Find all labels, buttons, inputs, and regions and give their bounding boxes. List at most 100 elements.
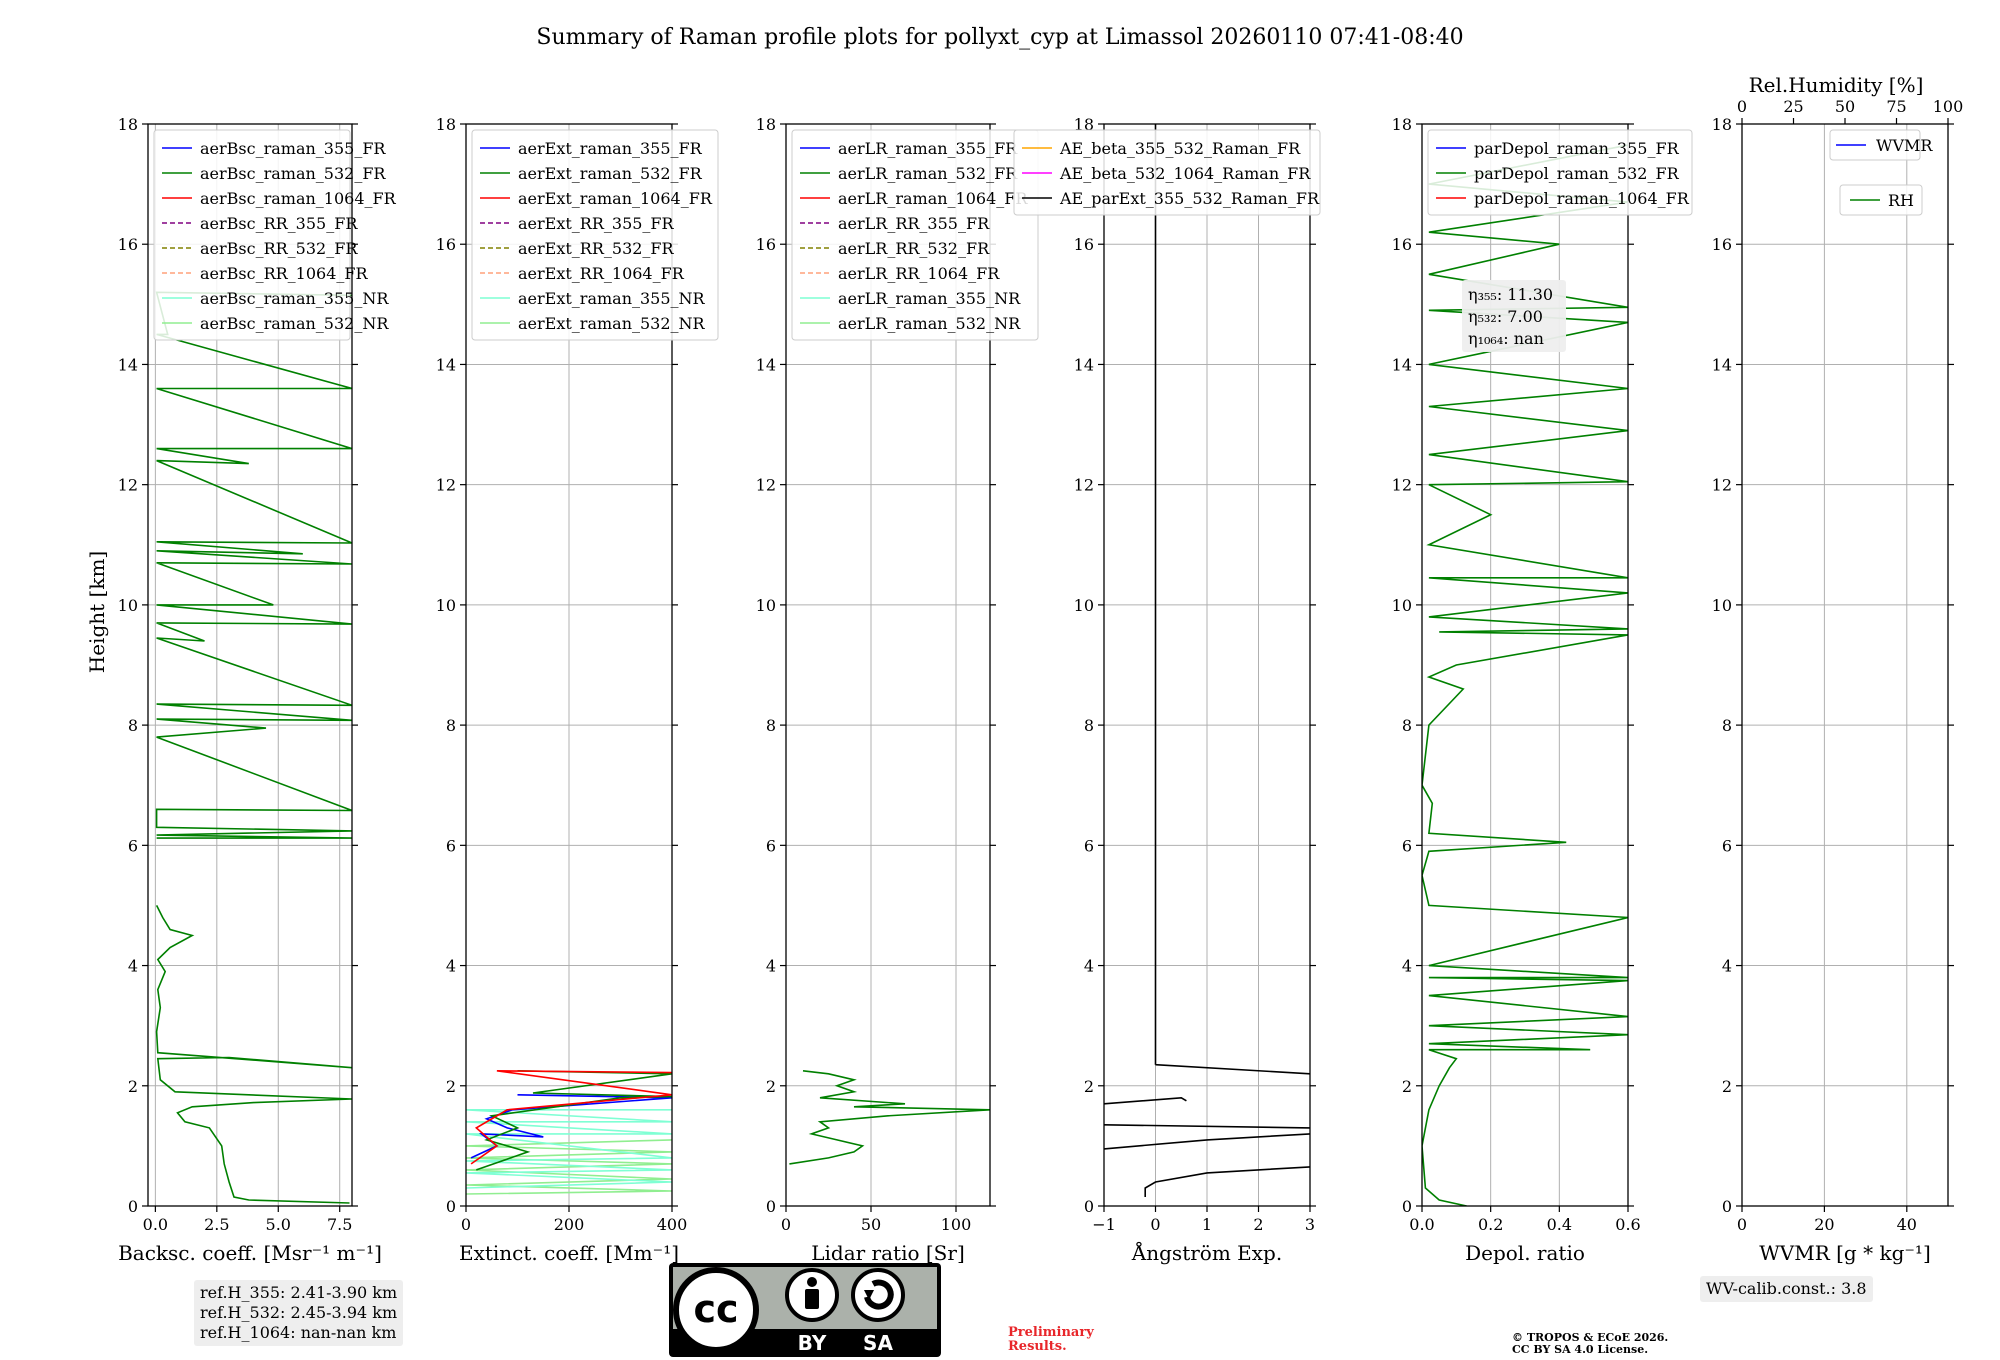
y-tick-label: 14 <box>118 355 138 374</box>
y-tick-label: 10 <box>118 596 138 615</box>
y-tick-label: 0 <box>1722 1197 1732 1216</box>
y-tick-label: 12 <box>1392 476 1412 495</box>
y-tick-label: 16 <box>1712 235 1732 254</box>
copyright-line-2: CC BY SA 4.0 License. <box>1512 1343 1649 1356</box>
legend-box: RH <box>1839 184 1923 216</box>
y-tick-label: 16 <box>1074 235 1094 254</box>
x-tick-label: 0 <box>1150 1215 1160 1234</box>
ref-h-1064: ref.H_1064: nan-nan km <box>200 1323 397 1342</box>
x-tick-label: 7.5 <box>327 1215 352 1234</box>
y-tick-label: 4 <box>128 957 138 976</box>
series-line-parDepol_raman_532_FR <box>1422 144 1628 1206</box>
x-axis-label: Ångström Exp. <box>1131 1240 1282 1265</box>
x-tick-label: 0.0 <box>1409 1215 1434 1234</box>
legend-label: aerExt_raman_532_FR <box>518 164 703 183</box>
axes-frame <box>1421 123 1629 1207</box>
legend-label: aerLR_RR_1064_FR <box>838 264 1000 283</box>
x-axis-label: Backsc. coeff. [Msr⁻¹ m⁻¹] <box>118 1241 382 1265</box>
x-tick-label: 2.5 <box>204 1215 229 1234</box>
y-tick-label: 10 <box>1074 596 1094 615</box>
series-line-aerExt_raman_532_FR <box>476 1070 672 1171</box>
axes-frame <box>1741 123 1949 1207</box>
legend-label: aerLR_raman_1064_FR <box>838 189 1028 208</box>
y-tick-label: 18 <box>1074 115 1094 134</box>
x-tick-label: 40 <box>1897 1215 1917 1234</box>
legend-label: aerExt_RR_532_FR <box>518 239 675 258</box>
panel-backscatter: 0 2 4 6 8 10 12 14 16 18 0.0 2.5 5.0 7.5 Backsc. coeff… <box>118 115 397 1265</box>
y-tick-label: 12 <box>1712 476 1732 495</box>
wv-calib-text: WV-calib.const.: 3.8 <box>1706 1279 1867 1298</box>
series-line-aerBsc_raman_532_FR_spikes <box>155 291 352 839</box>
y-tick-label: 4 <box>1722 957 1732 976</box>
figure-title: Summary of Raman profile plots for polly… <box>536 25 1463 50</box>
legend-box: parDepol_raman_355_FR parDepol_raman_532_… <box>1427 129 1693 216</box>
y-tick-label: 6 <box>446 836 456 855</box>
legend-label: aerExt_RR_1064_FR <box>518 264 685 283</box>
eta-line: η₅₃₂: 7.00 <box>1468 307 1543 326</box>
legend-label: aerBsc_raman_532_FR <box>200 164 386 183</box>
y-tick-label: 4 <box>1402 957 1412 976</box>
y-tick-label: 14 <box>1712 355 1732 374</box>
legend-label: aerBsc_RR_355_FR <box>200 214 358 233</box>
y-tick-label: 8 <box>128 716 138 735</box>
y-tick-label: 0 <box>766 1197 776 1216</box>
legend-label: AE_beta_532_1064_Raman_FR <box>1059 164 1311 183</box>
series-line-AE_parExt_355_532_Raman_FR <box>1104 124 1310 1197</box>
series-line-aerExt_raman_532_NR <box>466 1139 672 1195</box>
legend-label: parDepol_raman_532_FR <box>1474 164 1680 183</box>
panel-depolarization: 0 2 4 6 8 10 12 14 16 18 0.0 0.2 0.4 0.6 Depol. ratio p… <box>1392 115 1693 1265</box>
y-tick-label: 2 <box>1402 1077 1412 1096</box>
legend-label: aerExt_raman_532_NR <box>518 314 706 333</box>
y-tick-label: 16 <box>756 235 776 254</box>
x-tick-label: −1 <box>1092 1215 1116 1234</box>
y-tick-label: 16 <box>1392 235 1412 254</box>
copyright-line-1: © TROPOS & ECoE 2026. <box>1512 1331 1669 1344</box>
eta-line: η₁₀₆₄: nan <box>1468 329 1544 348</box>
by-label: BY <box>798 1331 827 1355</box>
eta-annotation: η₃₅₅: 11.30 η₅₃₂: 7.00 η₁₀₆₄: nan <box>1462 280 1566 352</box>
legend-box: aerBsc_raman_355_FR aerBsc_raman_532_FRae… <box>153 129 397 341</box>
x-tick-label: 0.2 <box>1478 1215 1503 1234</box>
y-tick-label: 6 <box>128 836 138 855</box>
x2-tick-label: 25 <box>1783 97 1803 116</box>
legend-label: aerExt_raman_355_FR <box>518 139 703 158</box>
legend-label: aerLR_RR_355_FR <box>838 214 990 233</box>
eta-line: η₃₅₅: 11.30 <box>1468 285 1553 304</box>
x-axis-label: Depol. ratio <box>1465 1241 1585 1265</box>
x-axis-label: Lidar ratio [Sr] <box>811 1241 965 1265</box>
y-tick-label: 4 <box>1084 957 1094 976</box>
series-line-aerLR_raman_532_FR <box>789 1070 990 1165</box>
y-tick-label: 16 <box>118 235 138 254</box>
y-tick-label: 10 <box>756 596 776 615</box>
series-line-aerExt_raman_355_NR <box>466 1109 672 1189</box>
y-tick-label: 8 <box>1722 716 1732 735</box>
legend-label: parDepol_raman_1064_FR <box>1474 189 1690 208</box>
x2-tick-label: 50 <box>1835 97 1855 116</box>
series-group <box>1104 124 1310 1197</box>
y-tick-label: 2 <box>766 1077 776 1096</box>
y-tick-label: 6 <box>1402 836 1412 855</box>
x-tick-label: 100 <box>941 1215 972 1234</box>
copyright-note: © TROPOS & ECoE 2026. CC BY SA 4.0 Licen… <box>1512 1332 1668 1356</box>
y-tick-label: 10 <box>1712 596 1732 615</box>
y-tick-label: 0 <box>1402 1197 1412 1216</box>
panel-lidar_ratio: 0 2 4 6 8 10 12 14 16 18 0 50 100 Lidar ratio [Sr] aer… <box>756 115 1039 1265</box>
x-tick-label: 1 <box>1202 1215 1212 1234</box>
y-tick-label: 0 <box>446 1197 456 1216</box>
axes-frame <box>147 123 353 1207</box>
x-axis-label: WVMR [g * kg⁻¹] <box>1759 1241 1931 1265</box>
panel-water_vapor: 0 2 4 6 8 10 12 14 16 18 0 20 40 WVMR [g * kg⁻¹] 0 25 50… <box>1712 97 1964 1265</box>
ref-h-532: ref.H_532: 2.45-3.94 km <box>200 1303 398 1322</box>
axes-frame <box>785 123 991 1207</box>
y-tick-label: 14 <box>1074 355 1094 374</box>
legend-label: aerBsc_raman_1064_FR <box>200 189 397 208</box>
rh-axis-label: Rel.Humidity [%] <box>1749 73 1924 97</box>
legend-label: aerBsc_RR_532_FR <box>200 239 358 258</box>
legend-label: aerLR_raman_532_FR <box>838 164 1018 183</box>
y-tick-label: 6 <box>1084 836 1094 855</box>
y-tick-label: 14 <box>436 355 456 374</box>
x-tick-label: 50 <box>861 1215 881 1234</box>
x-tick-label: 0.4 <box>1547 1215 1572 1234</box>
x-tick-label: 5.0 <box>266 1215 291 1234</box>
legend-label: aerBsc_RR_1064_FR <box>200 264 369 283</box>
